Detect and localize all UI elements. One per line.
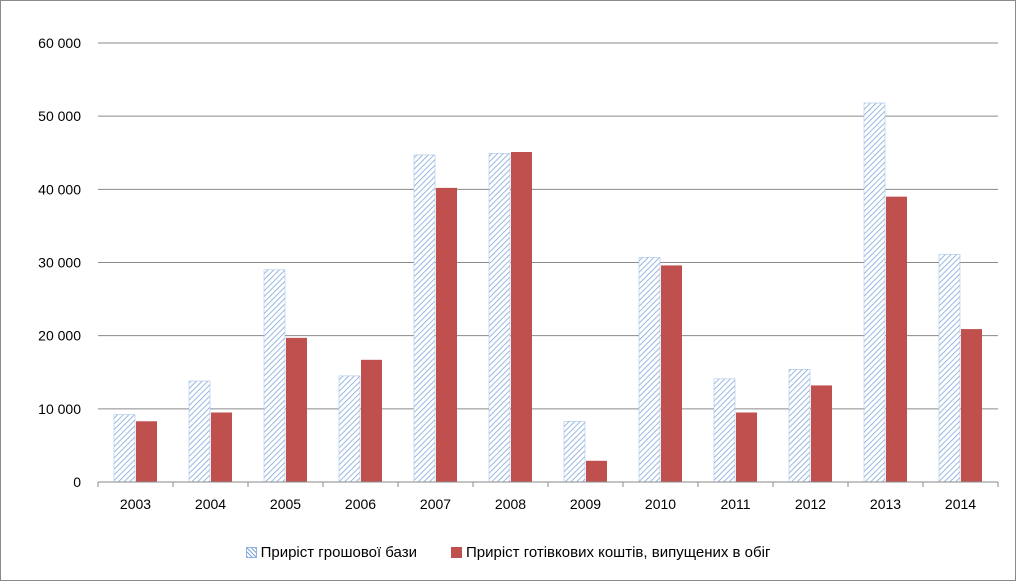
bar-series-2 <box>661 265 682 482</box>
x-tick-label: 2006 <box>345 496 376 512</box>
bar-series-2 <box>736 412 757 482</box>
bar-series-1 <box>488 153 511 483</box>
bar-series-2 <box>886 196 907 482</box>
bar-series-1 <box>938 254 961 483</box>
bar-series-2 <box>136 421 157 482</box>
bar-series-2 <box>511 152 532 483</box>
bar-series-1 <box>113 414 136 483</box>
bar-series-1 <box>638 257 661 483</box>
axes: 0 10 000 20 000 30 000 40 000 50 000 60 000 200… <box>38 35 999 512</box>
bar-series-2 <box>211 412 232 482</box>
bar-series-1 <box>188 380 211 483</box>
legend: Приріст грошової бази Приріст готівкових… <box>0 540 1016 564</box>
y-tick-label: 0 <box>73 474 81 490</box>
bar-series-1 <box>563 420 586 483</box>
y-tick-label: 20 000 <box>38 328 81 344</box>
bar-series-1 <box>788 369 811 483</box>
bar-series-1 <box>863 102 886 483</box>
gridlines <box>98 42 998 410</box>
legend-label-series-2: Приріст готівкових коштів, випущених в о… <box>465 543 771 561</box>
x-tick-label: 2008 <box>495 496 526 512</box>
bars <box>113 102 982 483</box>
y-tick-label: 50 000 <box>38 108 81 124</box>
bar-series-2 <box>436 187 457 482</box>
legend-swatch-solid <box>450 546 462 558</box>
legend-label-series-1: Приріст грошової бази <box>260 543 417 561</box>
bar-series-2 <box>811 385 832 482</box>
legend-swatch-hatched <box>245 546 257 558</box>
bar-series-1 <box>713 378 736 483</box>
x-tick-label: 2013 <box>870 496 901 512</box>
legend-item-series-2: Приріст готівкових коштів, випущених в о… <box>450 543 771 561</box>
y-tick-label: 30 000 <box>38 255 81 271</box>
bar-series-1 <box>413 154 436 483</box>
x-tick-label: 2011 <box>720 496 750 512</box>
x-tick-label: 2005 <box>270 496 301 512</box>
x-tick-label: 2010 <box>645 496 676 512</box>
x-tick-label: 2014 <box>945 496 976 512</box>
x-tick-label: 2009 <box>570 496 601 512</box>
bar-series-1 <box>338 375 361 483</box>
y-tick-label: 40 000 <box>38 181 81 197</box>
bar-series-2 <box>586 460 607 482</box>
bar-series-1 <box>263 269 286 483</box>
x-tick-label: 2012 <box>795 496 826 512</box>
x-tick-label: 2004 <box>195 496 226 512</box>
bar-series-2 <box>286 337 307 482</box>
bar-series-2 <box>361 359 382 482</box>
x-tick-label: 2007 <box>420 496 451 512</box>
y-tick-label: 60 000 <box>38 35 81 51</box>
y-tick-label: 10 000 <box>38 401 81 417</box>
x-tick-label: 2003 <box>120 496 151 512</box>
legend-item-series-1: Приріст грошової бази <box>245 543 417 561</box>
bar-series-2 <box>961 329 982 482</box>
